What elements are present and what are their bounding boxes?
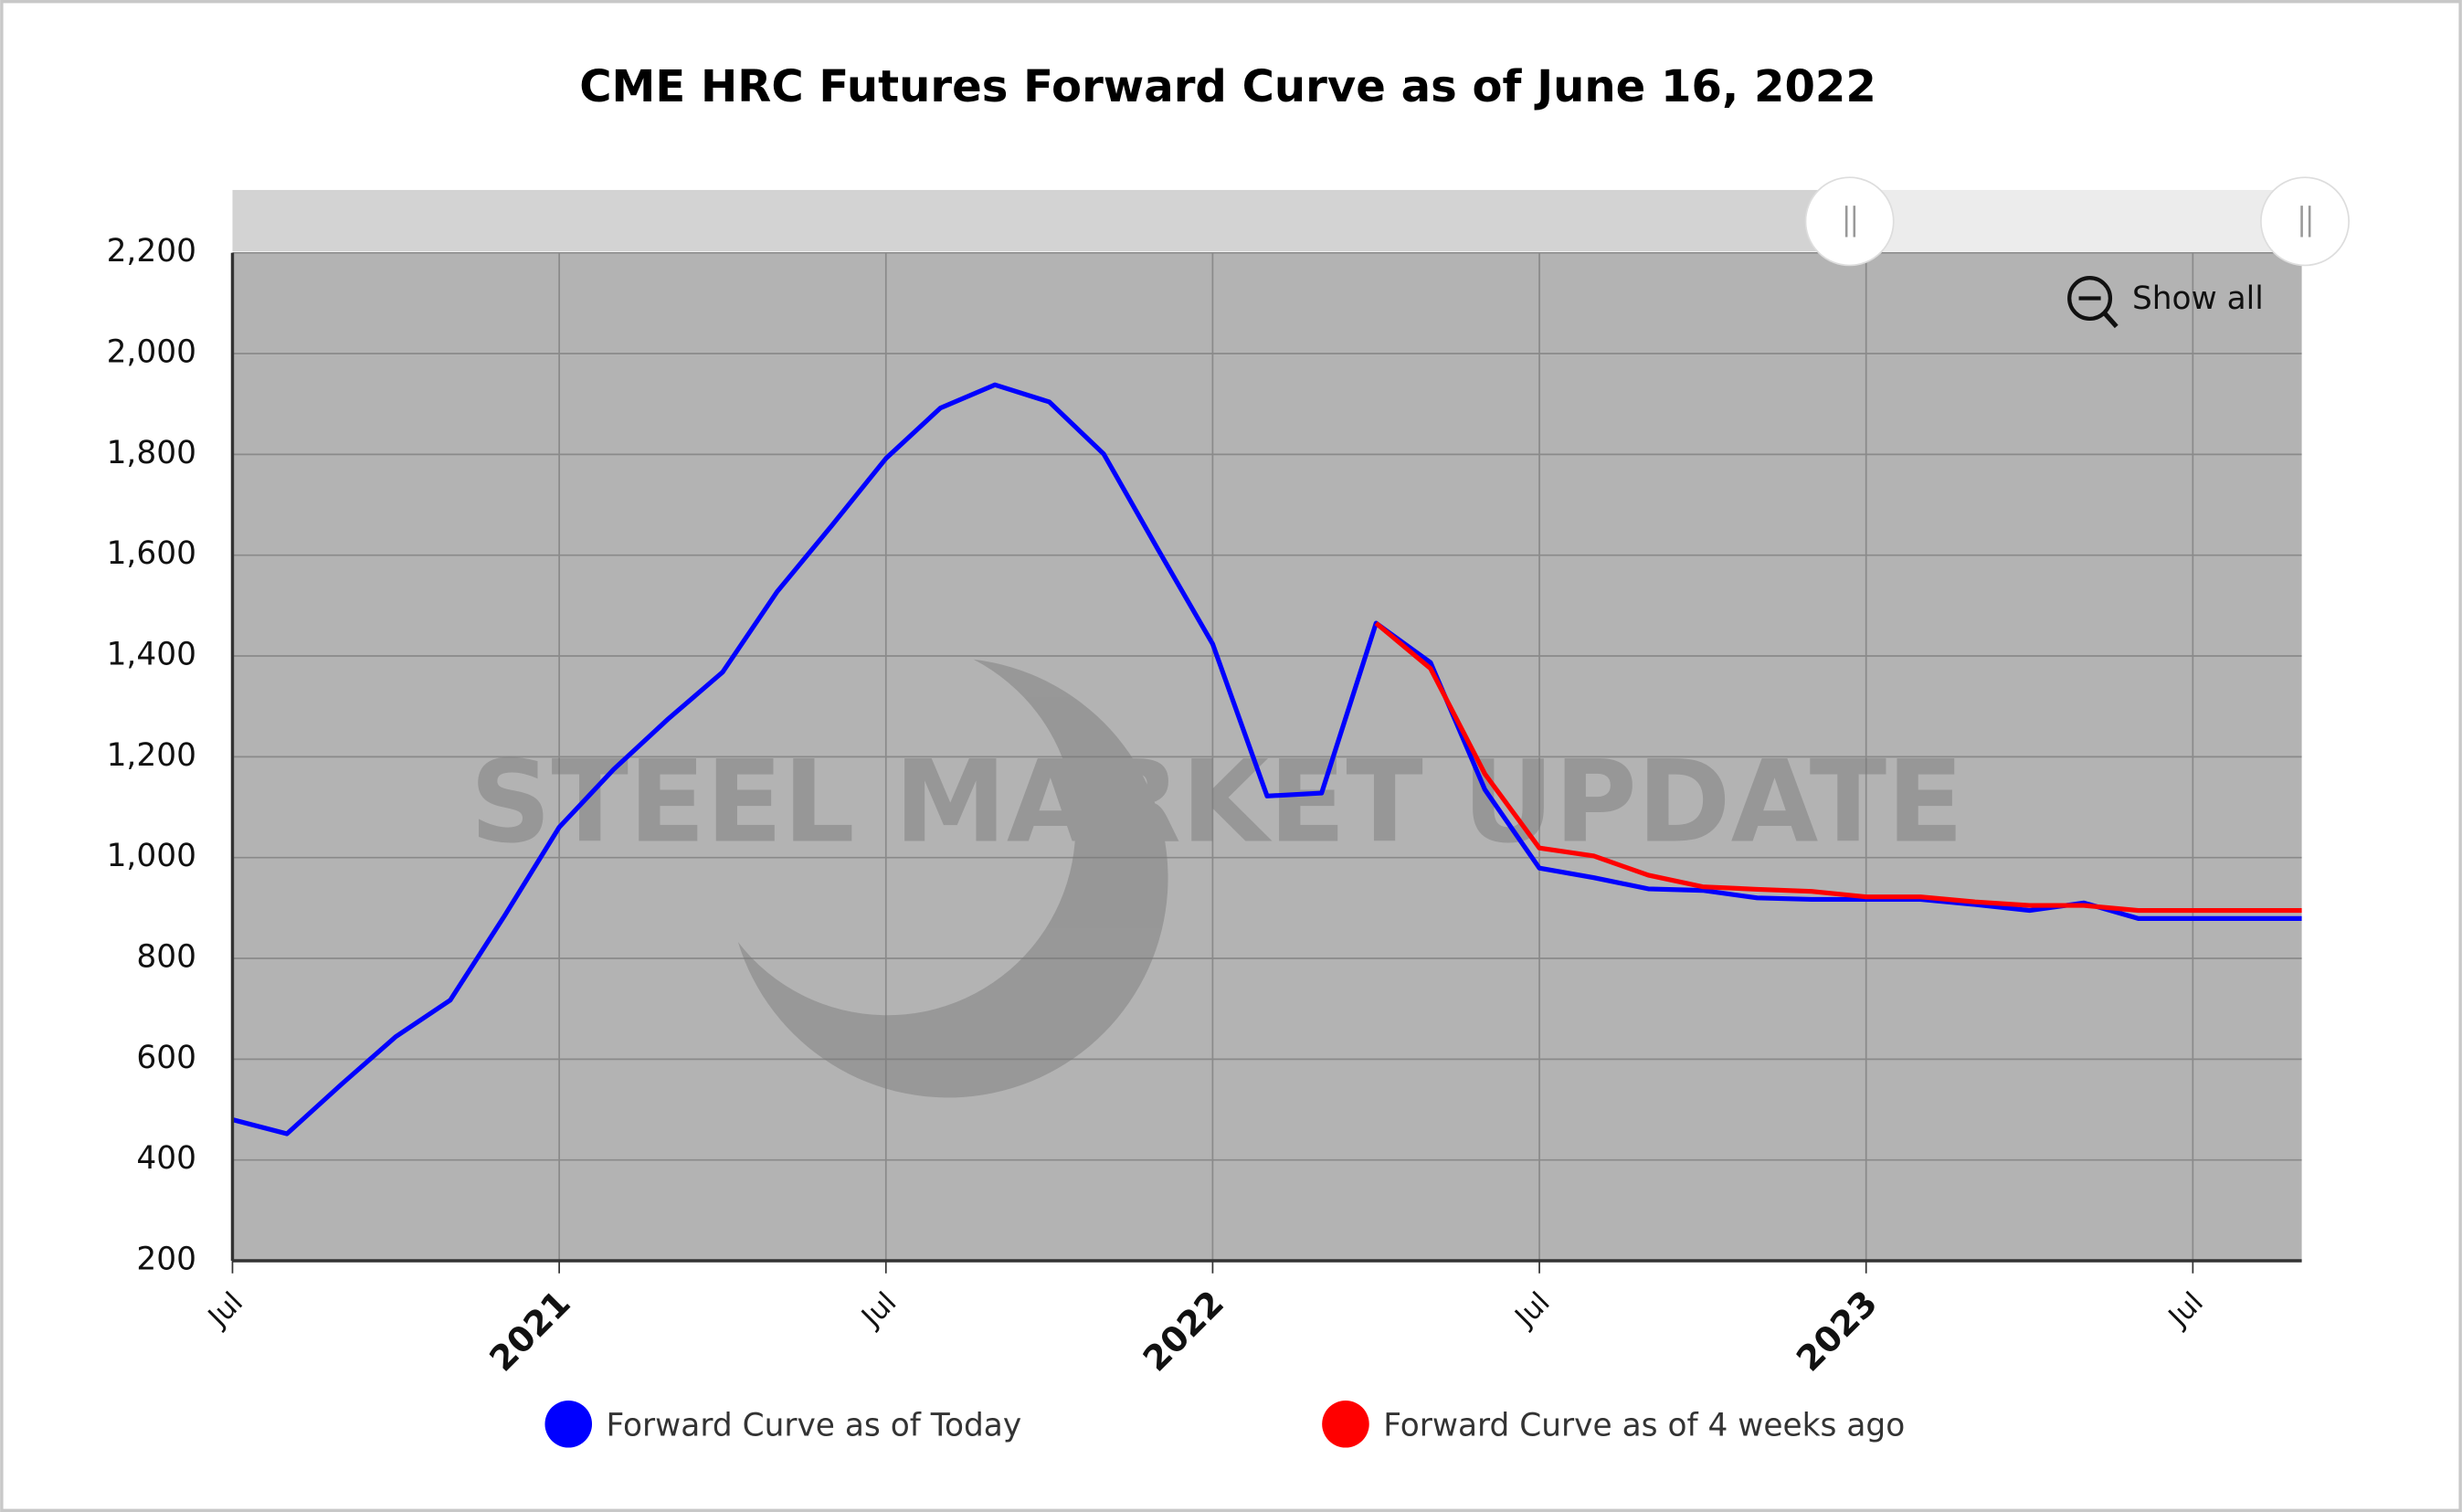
grid: [231, 251, 2302, 1262]
navigator-handle-left[interactable]: [1804, 176, 1895, 267]
navigator-selection[interactable]: [1849, 189, 2306, 251]
y-tick-label: 2,000: [107, 334, 196, 371]
y-tick-label: 2,200: [107, 233, 196, 270]
legend-marker: [1322, 1400, 1369, 1448]
y-tick-label: 1,400: [107, 637, 196, 673]
zoom-icon: [2067, 276, 2113, 322]
y-tick-label: 800: [136, 939, 196, 976]
legend-marker: [544, 1400, 593, 1448]
y-tick-label: 400: [136, 1140, 196, 1177]
navigator-track: [232, 189, 1850, 251]
navigator-handle-right[interactable]: [2260, 176, 2350, 267]
y-tick-label: 1,800: [107, 435, 196, 471]
legend-item[interactable]: Forward Curve as of Today: [544, 1400, 1022, 1448]
watermark-text: STEEL MARKET UPDATE: [470, 736, 1963, 868]
y-tick-label: 600: [136, 1040, 196, 1076]
chart-title: CME HRC Futures Forward Curve as of June…: [579, 61, 1876, 112]
y-tick-label: 1,000: [107, 838, 196, 874]
zoom-icon: [2102, 311, 2119, 329]
series-line: [1374, 621, 2302, 914]
y-tick-label: 1,200: [107, 737, 196, 774]
legend-label: Forward Curve as of Today: [607, 1408, 1022, 1444]
legend-item[interactable]: Forward Curve as of 4 weeks ago: [1322, 1400, 1905, 1448]
watermark-logo: [737, 659, 1168, 1098]
show-all-button[interactable]: Show all: [2067, 276, 2264, 329]
lines: [231, 382, 2302, 1137]
y-tick-label: 1,600: [107, 535, 196, 572]
series-line: [231, 382, 2302, 1137]
navigator[interactable]: [232, 176, 2350, 267]
legend-label: Forward Curve as of 4 weeks ago: [1383, 1408, 1905, 1444]
y-tick-label: 200: [136, 1242, 196, 1278]
legend: Forward Curve as of Today Forward Curve a…: [544, 1400, 1905, 1448]
show-all-label[interactable]: Show all: [2132, 280, 2264, 317]
watermark: STEEL MARKET UPDATE: [470, 659, 1964, 1098]
